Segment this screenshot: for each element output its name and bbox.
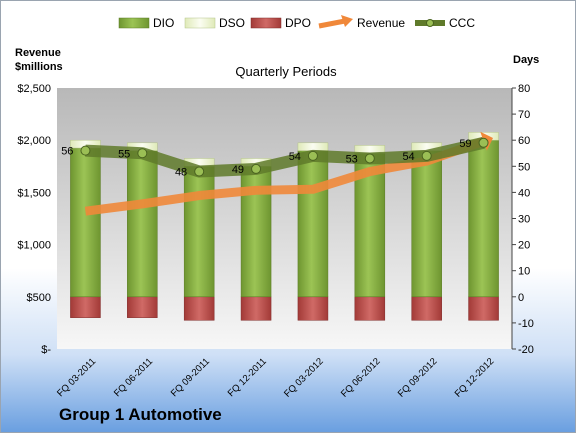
x-tick-label: FQ 03-2012 — [282, 356, 326, 400]
ccc-point — [364, 153, 375, 164]
ccc-data-label: 55 — [118, 148, 130, 160]
lines-group: 56 55 48 49 54 53 54 59 — [61, 131, 494, 216]
ccc-data-label: 53 — [346, 153, 358, 165]
x-tick-label: FQ 09-2011 — [169, 356, 212, 399]
dpo-bar — [183, 296, 215, 321]
ccc-point — [307, 150, 318, 161]
company-name: Group 1 Automotive — [59, 405, 222, 424]
legend-label: DPO — [285, 16, 311, 30]
ccc-point — [251, 163, 262, 174]
dio-bar — [297, 150, 329, 298]
dpo-bar — [70, 296, 101, 318]
ccc-data-label: 54 — [289, 151, 301, 163]
y-right-tick-label: 0 — [518, 292, 524, 304]
ccc-data-label: 54 — [402, 151, 414, 163]
y-right-tick-label: 40 — [518, 187, 530, 199]
y-right-tick-label: 70 — [518, 109, 530, 121]
legend-swatch — [318, 18, 346, 29]
ccc-point — [478, 137, 489, 148]
ccc-point — [421, 150, 432, 161]
legend-swatch-arrowhead — [341, 15, 353, 27]
y-left-tick-label: $2,000 — [17, 135, 51, 147]
y-right-tick-label: -20 — [518, 344, 534, 356]
y-left-tick-label: $500 — [27, 292, 51, 304]
ccc-point — [80, 145, 91, 156]
y-right-tick-label: 80 — [518, 83, 530, 95]
dso-bar — [297, 142, 329, 151]
legend-label: DSO — [219, 16, 245, 30]
plot-area — [57, 88, 512, 349]
y-left-tick-label: $2,500 — [17, 83, 51, 95]
legend-swatch — [118, 17, 150, 29]
dpo-bar — [411, 296, 442, 321]
x-tick-label: FQ 12-2011 — [226, 356, 269, 399]
chart-title: Quarterly Periods — [235, 64, 337, 79]
revenue-line — [84, 136, 486, 216]
legend-label: DIO — [153, 16, 174, 30]
y-right-tick-label: 20 — [518, 240, 530, 252]
dpo-bar — [468, 296, 499, 321]
y-right-axis-label: Days — [513, 54, 539, 66]
legend-label: Revenue — [357, 16, 405, 30]
legend-swatch-marker — [426, 19, 434, 27]
ccc-point — [137, 148, 148, 159]
x-tick-label: FQ 06-2012 — [339, 356, 383, 400]
ccc-line — [85, 136, 485, 178]
dio-bar — [468, 139, 499, 298]
legend-swatch — [250, 17, 282, 29]
y-left-tick-label: $1,000 — [17, 240, 51, 252]
y-left-axis-label-line1: Revenue — [15, 47, 61, 59]
legend-label: CCC — [449, 16, 475, 30]
x-tick-label: FQ 06-2011 — [112, 356, 155, 399]
y-left-tick-label: $1,500 — [17, 187, 51, 199]
dpo-bar — [240, 296, 272, 321]
y-left-axis-label-line2: $millions — [15, 61, 63, 73]
dio-bar — [70, 147, 101, 298]
x-tick-label: FQ 03-2011 — [55, 356, 98, 399]
x-tick-label: FQ 12-2012 — [453, 356, 497, 400]
y-right-tick-label: 10 — [518, 266, 530, 278]
y-left-tick-label: $- — [41, 344, 51, 356]
y-right-tick-label: -10 — [518, 318, 534, 330]
dpo-bar — [127, 296, 158, 318]
x-tick-label: FQ 09-2012 — [396, 356, 440, 400]
dio-bar — [127, 150, 158, 298]
y-right-tick-label: 60 — [518, 135, 530, 147]
dio-bar — [411, 150, 442, 298]
ccc-data-label: 59 — [459, 138, 471, 150]
y-right-tick-label: 50 — [518, 161, 530, 173]
dio-bar — [183, 166, 215, 298]
legend-swatch — [184, 17, 216, 29]
dpo-bar — [297, 296, 329, 321]
legend: DIO DSO DPO Revenue CCC — [118, 15, 475, 30]
ccc-data-label: 56 — [61, 146, 73, 158]
ccc-data-label: 48 — [175, 167, 187, 179]
ccc-point — [194, 166, 205, 177]
dpo-bar — [354, 296, 386, 321]
y-right-tick-label: 30 — [518, 214, 530, 226]
ccc-data-label: 49 — [232, 164, 244, 176]
